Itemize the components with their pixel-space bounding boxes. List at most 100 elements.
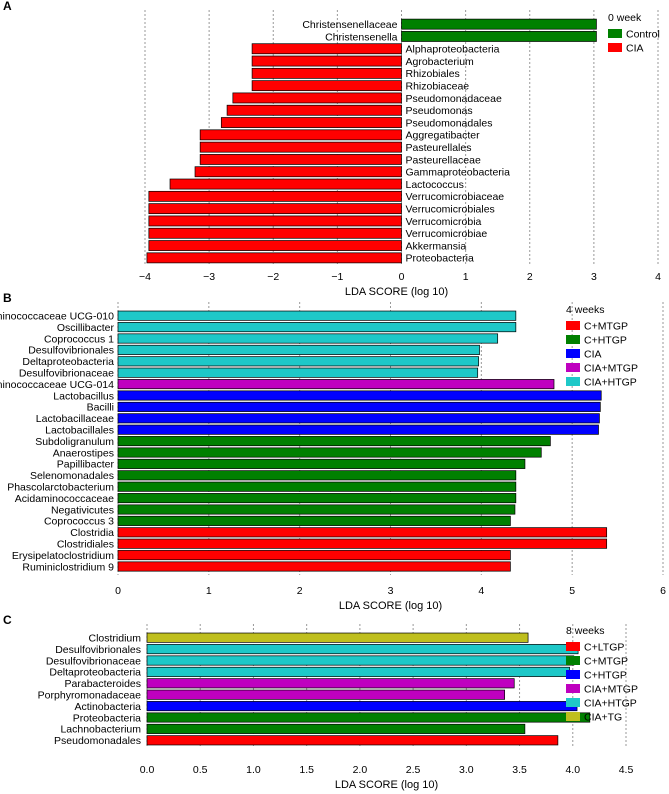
bar-label: Papillibacter — [57, 459, 115, 471]
tick-label: 4 — [655, 271, 661, 283]
bar-lactobacillales — [117, 424, 599, 435]
legend-swatch — [566, 656, 580, 665]
axis-label: LDA SCORE (log 10) — [339, 600, 442, 612]
bar-christensenellaceae — [401, 18, 597, 30]
bar-ruminococcaceae-ucg-010 — [117, 310, 517, 321]
tick-label: 4.0 — [565, 764, 580, 776]
bar-label: Desulfovibrionaceae — [46, 655, 141, 667]
bar-proteobacteria — [146, 252, 402, 264]
legend-title: 8 weeks — [566, 625, 605, 637]
bar-label: Bacilli — [87, 402, 114, 414]
bar-label: Akkermansia — [406, 240, 467, 252]
tick-label: −1 — [331, 271, 343, 283]
bar-phascolarctobacterium — [117, 481, 517, 492]
bar-label: Pasteurellaceae — [406, 154, 481, 166]
bar-lactococcus — [169, 178, 402, 190]
bar-label: Coprococcus 1 — [44, 333, 114, 345]
tick-label: 5 — [569, 585, 575, 597]
bar-label: Clostridium — [88, 633, 141, 645]
bar-ruminiclostridium-9 — [117, 561, 511, 572]
bar-pseudomonadales — [220, 117, 402, 128]
legend-label: CIA+TG — [584, 712, 622, 724]
bar-verrucomicrobia — [148, 215, 402, 227]
tick-label: 3.5 — [512, 764, 527, 776]
axis-label: LDA SCORE (log 10) — [345, 286, 448, 298]
bar-label: Lactobacillales — [45, 425, 114, 437]
bar-anaerostipes — [117, 447, 542, 458]
legend-title: 0 week — [608, 12, 642, 24]
bar-label: Erysipelatoclostridium — [12, 550, 114, 562]
legend-title: 4 weeks — [566, 304, 605, 316]
bar-label: Lactococcus — [406, 179, 464, 191]
tick-label: −2 — [267, 271, 279, 283]
bar-alphaproteobacteria — [251, 43, 402, 55]
bar-label: Gammaproteobacteria — [406, 167, 511, 179]
legend-swatch — [566, 670, 580, 679]
bar-label: Proteobacteria — [406, 253, 474, 265]
bar-label: Agrobacterium — [406, 56, 475, 68]
bar-lachnobacterium — [146, 723, 526, 734]
bar-label: Pasteurellales — [406, 142, 472, 154]
legend: 4 weeks C+MTGP C+HTGP CIA CIA+MTGP CIA+HTGP — [566, 304, 638, 389]
legend-label: C+HTGP — [584, 670, 627, 682]
bar-label: Subdoligranulum — [35, 436, 114, 448]
tick-label: 2 — [297, 585, 303, 597]
bar-label: Negativicutes — [51, 504, 114, 516]
legend-label: CIA+HTGP — [584, 377, 637, 389]
tick-label: −4 — [139, 271, 151, 283]
legend-label: C+MTGP — [584, 321, 628, 333]
panel-label: C — [3, 613, 12, 627]
bar-parabacteroides — [146, 678, 515, 689]
bar-label: Deltaproteobacteria — [49, 667, 141, 679]
bar-label: Clostridia — [70, 527, 114, 539]
legend-swatch — [608, 43, 622, 52]
bar-label: Coprococcus 3 — [44, 516, 114, 528]
bar-negativicutes — [117, 504, 516, 515]
tick-label: 3.0 — [459, 764, 474, 776]
bar-coprococcus-3 — [117, 515, 511, 526]
legend-swatch — [566, 321, 580, 330]
tick-label: 2 — [527, 271, 533, 283]
tick-label: 1 — [463, 271, 469, 283]
bar-label: Selenomonadales — [30, 470, 114, 482]
bar-label: Pseudomonadales — [54, 735, 141, 747]
bar-label: Lactobacillaceae — [36, 413, 114, 425]
legend-swatch — [566, 363, 580, 372]
bar-rhizobiales — [251, 67, 402, 79]
bar-label: Desulfovibrionaceae — [19, 368, 114, 380]
bar-christensenella — [401, 31, 597, 42]
legend: 8 weeks C+LTGP C+MTGP C+HTGP CIA+MTGP CIA+HTG… — [566, 625, 638, 724]
bar-label: Anaerostipes — [53, 447, 114, 459]
tick-label: 0.0 — [140, 764, 155, 776]
chart-panel-B: BRuminococcaceae UCG-010OscillibacterCop… — [0, 291, 666, 612]
tick-label: 1.5 — [299, 764, 314, 776]
legend-label: CIA — [584, 349, 602, 361]
tick-label: 0 — [115, 585, 121, 597]
tick-label: 3 — [388, 585, 394, 597]
bar-akkermansia — [148, 240, 402, 251]
bar-label: Alphaproteobacteria — [406, 44, 500, 56]
bar-label: Deltaproteobacteria — [22, 356, 114, 368]
legend-swatch — [566, 377, 580, 386]
bar-label: Pseudomonadales — [406, 117, 493, 129]
bar-label: Rhizobiaceae — [406, 80, 470, 92]
tick-label: 1.0 — [246, 764, 261, 776]
bar-verrucomicrobiales — [148, 203, 402, 215]
bar-desulfovibrionaceae — [117, 367, 479, 378]
bar-label: Ruminococcaceae UCG-014 — [0, 379, 114, 391]
bar-rhizobiaceae — [251, 80, 402, 92]
bar-label: Porphyromonadaceae — [38, 690, 141, 702]
bar-pseudomonas — [226, 104, 402, 116]
bar-label: Verrucomicrobiaceae — [406, 191, 505, 203]
axis-label: LDA SCORE (log 10) — [335, 779, 438, 791]
tick-label: 4 — [478, 585, 484, 597]
bar-label: Desulfovibrionales — [55, 644, 141, 656]
bar-label: Verrucomicrobiae — [406, 228, 488, 240]
bar-label: Lachnobacterium — [60, 724, 141, 736]
tick-label: 6 — [660, 585, 666, 597]
tick-label: 1 — [206, 585, 212, 597]
tick-label: 4.5 — [619, 764, 634, 776]
legend-label: C+HTGP — [584, 335, 627, 347]
